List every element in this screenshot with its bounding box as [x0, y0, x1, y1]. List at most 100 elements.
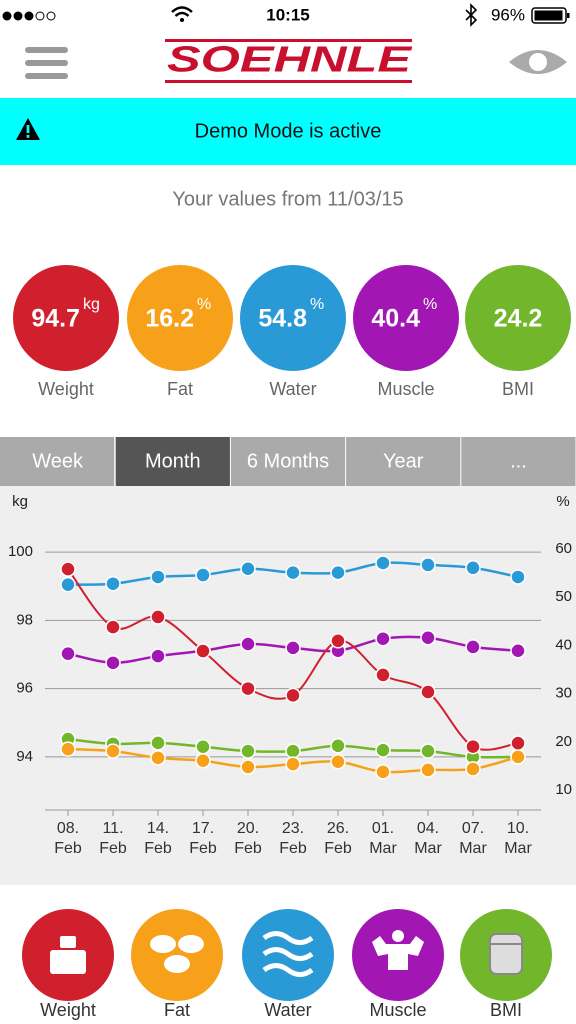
tab[interactable] — [230, 437, 346, 486]
y-unit: kg — [12, 493, 28, 510]
nav-label: Water — [264, 1000, 311, 1020]
battery-percent: 96% — [491, 5, 525, 24]
tab-label: Year — [383, 450, 424, 472]
x-tick-label: Mar — [459, 840, 487, 857]
metric-unit: kg — [83, 296, 100, 313]
bmi-icon — [489, 933, 523, 975]
metric-circle — [240, 265, 346, 371]
y-tick-label: 94 — [16, 748, 33, 765]
data-point — [240, 636, 256, 652]
x-tick-label: 11. — [102, 820, 123, 837]
data-point — [105, 575, 121, 592]
data-point — [240, 680, 256, 697]
data-point — [285, 564, 301, 581]
data-point — [465, 639, 481, 655]
x-tick-label: 10. — [507, 820, 529, 837]
y-tick-label: 98 — [16, 611, 33, 628]
warning-icon — [16, 118, 40, 140]
wifi-icon — [171, 6, 193, 22]
data-point — [150, 569, 166, 585]
metric-label: BMI — [502, 379, 534, 399]
nav-label: Muscle — [369, 1000, 426, 1020]
data-point — [375, 764, 391, 780]
metric-circle — [353, 265, 459, 371]
x-tick-label: 04. — [417, 820, 439, 837]
data-point — [510, 735, 526, 751]
data-point — [420, 557, 436, 573]
data-point — [420, 629, 436, 646]
data-point — [510, 643, 526, 659]
fat-icon — [164, 955, 190, 973]
metric-value: 40.4 — [371, 305, 420, 333]
tab[interactable] — [0, 437, 115, 486]
x-tick-label: Feb — [144, 840, 172, 857]
metric-label: Weight — [38, 379, 94, 399]
data-point — [375, 555, 391, 571]
data-point — [150, 735, 166, 751]
data-point — [465, 738, 481, 755]
muscle-icon — [392, 930, 404, 942]
data-point — [240, 561, 256, 577]
x-tick-label: Feb — [324, 840, 352, 857]
metric-unit: % — [423, 296, 437, 313]
y2-tick-label: 10 — [555, 781, 572, 798]
data-point — [195, 738, 211, 755]
y2-tick-label: 60 — [555, 540, 572, 557]
x-tick-label: Feb — [99, 840, 127, 857]
x-tick-label: Mar — [414, 840, 442, 857]
data-point — [150, 750, 166, 766]
metric-circle — [465, 265, 571, 371]
metric-value: 24.2 — [494, 305, 543, 333]
x-tick-label: Feb — [189, 840, 217, 857]
water-icon — [262, 963, 314, 977]
data-point — [510, 749, 526, 765]
tab-label: Month — [145, 450, 201, 472]
nav-label: Fat — [164, 1000, 190, 1020]
data-point — [375, 742, 391, 758]
y2-unit: % — [556, 493, 569, 510]
x-tick-label: 20. — [237, 820, 259, 837]
x-tick-label: Feb — [54, 840, 82, 857]
x-tick-label: 26. — [327, 820, 349, 837]
metric-circle — [127, 265, 233, 371]
data-point — [375, 667, 391, 683]
data-point — [330, 738, 346, 754]
data-point — [285, 743, 301, 759]
menu-button[interactable] — [25, 47, 68, 79]
metric-unit: % — [310, 296, 324, 313]
logo-rule — [165, 39, 412, 42]
metrics: 94.7 kg Weight 16.2 % Fat 54.8 % Water 40.4 % Muscl… — [13, 265, 571, 399]
water-icon — [262, 947, 314, 961]
data-point — [240, 759, 256, 775]
tab[interactable] — [461, 437, 576, 486]
data-point — [375, 630, 391, 647]
metric-label: Water — [269, 379, 316, 399]
data-point — [330, 633, 346, 649]
data-point — [105, 619, 121, 635]
tab[interactable] — [115, 437, 230, 486]
tab-label: Week — [32, 450, 84, 472]
metric-value: 16.2 — [145, 305, 194, 333]
tab[interactable] — [346, 437, 461, 486]
data-point — [60, 645, 76, 662]
y-tick-label: 96 — [16, 680, 33, 697]
clock: 10:15 — [266, 5, 309, 24]
data-point — [420, 743, 436, 759]
data-point — [195, 752, 211, 769]
bottom-nav: Weight Fat Water Muscle BMI — [22, 909, 552, 1020]
muscle-icon — [372, 936, 424, 970]
tab-label: ... — [510, 450, 527, 472]
weight-icon — [50, 950, 86, 974]
eye-button[interactable] — [509, 50, 567, 74]
data-point — [195, 643, 211, 659]
data-point — [105, 655, 121, 671]
x-tick-label: Mar — [504, 840, 532, 857]
metric-value: 54.8 — [258, 305, 307, 333]
x-tick-label: 14. — [147, 820, 169, 837]
data-point — [105, 743, 121, 759]
data-point — [285, 640, 301, 656]
metric-circle — [13, 265, 119, 371]
x-tick-label: Mar — [369, 840, 397, 857]
data-point — [465, 560, 481, 576]
